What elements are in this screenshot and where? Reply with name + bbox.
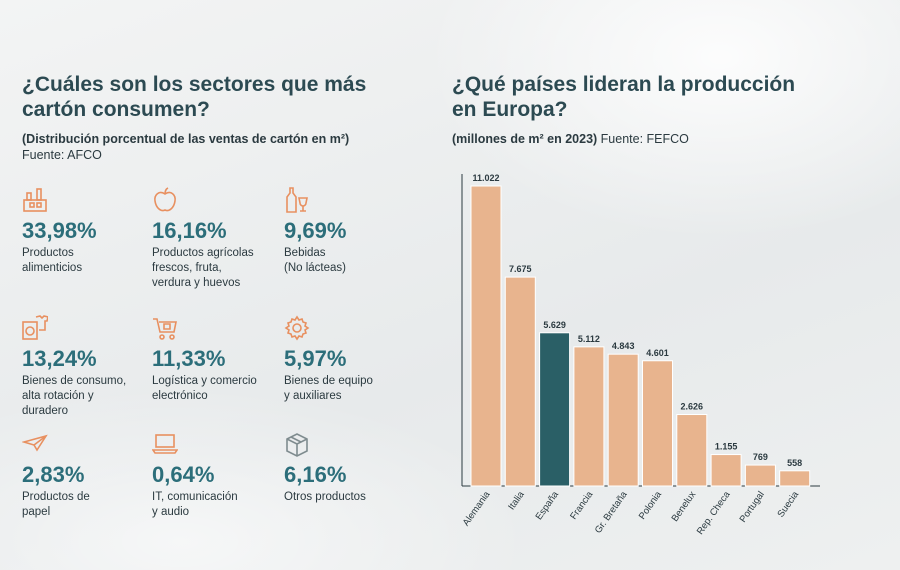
bar-francia (573, 346, 605, 487)
sectors-title: ¿Cuáles son los sectores que más cartón … (22, 73, 367, 121)
box-icon (286, 433, 308, 457)
sector-pct: 6,16% (284, 462, 347, 487)
bar-value-label: 4.601 (646, 348, 669, 358)
paper-plane-icon (22, 434, 48, 452)
bar-rep-checa (710, 454, 742, 487)
sector-pct: 5,97% (284, 346, 347, 371)
production-subtitle-bold: (millones de m² en 2023) (452, 132, 598, 146)
bar-gr-bretaña (607, 353, 639, 487)
sector-label: IT, comunicación y audio (152, 491, 238, 518)
shopping-cart-icon (153, 318, 177, 340)
bar-polonia (642, 360, 673, 487)
gear-icon (284, 315, 310, 341)
sectors-panel: ¿Cuáles son los sectores que más cartón … (22, 72, 432, 518)
factory-icon (23, 188, 47, 212)
category-tick-label: Italia (506, 489, 527, 512)
production-panel: ¿Qué países lideran la producción en Eur… (452, 72, 882, 537)
sectors-subtitle: (Distribución porcentual de las ventas d… (22, 131, 432, 163)
washer-shirt-icon (22, 315, 48, 340)
sector-item: 16,16% Productos agrícolas frescos, frut… (152, 186, 282, 291)
sector-item: 33,98% Productos alimenticios (22, 186, 152, 276)
sector-label: Bienes de consumo, alta rotación y durad… (22, 375, 127, 417)
sector-label: Productos de papel (22, 491, 90, 518)
sector-item: 6,16% Otros productos (284, 430, 414, 505)
category-tick-label: Gr. Bretaña (593, 489, 630, 536)
bar-alemania (470, 185, 502, 487)
apple-icon (154, 187, 176, 212)
bar-value-label: 5.112 (578, 334, 600, 344)
category-tick-label: Portugal (738, 489, 767, 524)
production-title: ¿Qué países lideran la producción en Eur… (452, 73, 796, 121)
bar-value-label: 4.843 (612, 341, 635, 351)
sector-pct: 33,98% (22, 218, 97, 243)
bar-value-label: 5.629 (543, 320, 566, 330)
bar-value-label: 1.155 (715, 442, 738, 452)
bottle-glass-icon (286, 187, 308, 213)
sector-item: 13,24% Bienes de consumo, alta rotación … (22, 314, 152, 419)
production-subtitle: (millones de m² en 2023) Fuente: FEFCO (452, 131, 882, 147)
sector-label: Logística y comercio electrónico (152, 375, 257, 402)
sector-item: 5,97% Bienes de equipo y auxiliares (284, 314, 414, 404)
sector-item: 2,83% Productos de papel (22, 430, 152, 520)
sectors-source: Fuente: AFCO (22, 148, 102, 162)
sector-pct: 11,33% (152, 346, 226, 371)
bar-value-label: 769 (753, 452, 768, 462)
bar-value-label: 7.675 (509, 264, 532, 274)
production-source: Fuente: FEFCO (600, 132, 689, 146)
bar-portugal (744, 464, 776, 487)
sector-item: 11,33% Logística y comercio electrónico (152, 314, 282, 404)
bar-value-label: 2.626 (681, 402, 704, 412)
bar-españa (539, 332, 571, 487)
category-tick-label: España (534, 489, 562, 522)
bar-italia (504, 276, 536, 487)
bar-value-label: 11.022 (472, 173, 499, 183)
category-tick-label: Benelux (670, 489, 699, 524)
sector-label: Productos alimenticios (22, 247, 83, 274)
category-tick-label: Polonia (637, 489, 665, 522)
sector-pct: 9,69% (284, 218, 347, 243)
sector-label: Bienes de equipo y auxiliares (284, 375, 373, 402)
category-tick-label: Alemania (461, 489, 493, 528)
laptop-icon (152, 434, 178, 454)
category-tick-label: Suecia (775, 489, 801, 520)
sectors-subtitle-bold: (Distribución porcentual de las ventas d… (22, 132, 350, 146)
bar-value-label: 558 (787, 458, 802, 468)
sectors-grid: 33,98% Productos alimenticios 16,16% Pro… (22, 186, 432, 526)
sector-label: Otros productos (284, 491, 366, 503)
category-tick-label: Francia (568, 489, 596, 522)
sector-pct: 0,64% (152, 462, 215, 487)
sector-label: Bebidas (No lácteas) (284, 247, 346, 274)
sector-pct: 2,83% (22, 462, 85, 487)
production-bar-chart: 11.022 Alemania 7.675 Italia 5.629 España 5.11… (461, 173, 820, 537)
category-tick-label: Rep. Checa (695, 489, 733, 537)
sector-label: Productos agrícolas frescos, fruta, verd… (152, 247, 254, 289)
sector-item: 0,64% IT, comunicación y audio (152, 430, 282, 520)
sector-pct: 16,16% (152, 218, 227, 243)
bar-benelux (676, 414, 708, 487)
sector-pct: 13,24% (22, 346, 97, 371)
sector-item: 9,69% Bebidas (No lácteas) (284, 186, 414, 276)
bar-suecia (779, 470, 811, 487)
